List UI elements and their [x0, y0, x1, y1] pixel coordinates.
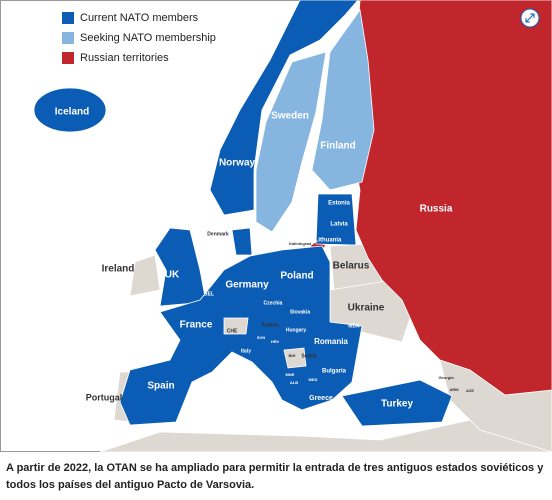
country-label: Norway: [219, 158, 256, 169]
country-label: BIH: [289, 353, 296, 358]
country-label: Hungary: [286, 327, 307, 333]
country-label: Serbia: [301, 353, 317, 359]
country-label: Russia: [420, 204, 453, 215]
country-label: UK: [165, 270, 180, 281]
country-label: Czechia: [264, 300, 283, 306]
country-labels: Iceland Sweden Finland Norway Russia Est…: [55, 107, 475, 410]
country-label: SVN: [257, 335, 265, 340]
legend: Current NATO members Seeking NATO members…: [62, 12, 216, 64]
country-label: Germany: [225, 280, 269, 291]
legend-swatch: [62, 32, 74, 44]
country-label: ALB: [290, 380, 298, 385]
country-label: ARM: [449, 387, 459, 392]
country-label: Ukraine: [348, 303, 385, 314]
country-label: MDA: [348, 323, 360, 329]
country-label: AZE: [466, 388, 474, 393]
expand-icon[interactable]: [520, 8, 540, 28]
country-label: Ireland: [102, 264, 135, 275]
legend-label: Current NATO members: [80, 12, 199, 24]
country-label: HRV: [271, 339, 280, 344]
land: [33, 0, 552, 452]
country-label: MKD: [308, 377, 317, 382]
country-label: Georgia: [438, 375, 454, 380]
legend-swatch: [62, 12, 74, 24]
country-label: Lithuania: [315, 238, 342, 244]
country-label: Sweden: [271, 111, 309, 122]
country-label: Denmark: [207, 231, 229, 237]
country-label: Kaliningrad: [289, 241, 312, 246]
legend-label: Russian territories: [80, 52, 169, 64]
country-label: Slovakia: [290, 309, 311, 315]
caption: A partir de 2022, la OTAN se ha ampliado…: [6, 462, 544, 491]
country-label: Spain: [147, 381, 174, 392]
country-label: Bulgaria: [322, 369, 347, 375]
country-label: Estonia: [328, 201, 350, 207]
country-label: Italy: [241, 348, 251, 354]
country-label: Turkey: [381, 399, 413, 410]
country-label: NL: [212, 270, 219, 276]
country-label: Greece: [309, 395, 333, 402]
map: Current NATO members Seeking NATO members…: [0, 0, 552, 452]
country-label: France: [180, 320, 213, 331]
country-label: CHE: [227, 328, 238, 334]
country-label: Latvia: [330, 222, 348, 228]
country-label: Iceland: [55, 107, 89, 118]
legend-swatch: [62, 52, 74, 64]
country-label: BEL: [204, 291, 214, 297]
country-label: Poland: [280, 271, 313, 282]
country-label: Romania: [314, 337, 348, 346]
country-label: Austria: [261, 322, 278, 328]
country-label: Belarus: [333, 261, 370, 272]
country-label: Finland: [320, 141, 356, 152]
country-label: MNE: [286, 372, 295, 377]
country-label: Portugal: [86, 392, 123, 402]
legend-label: Seeking NATO membership: [80, 32, 216, 44]
